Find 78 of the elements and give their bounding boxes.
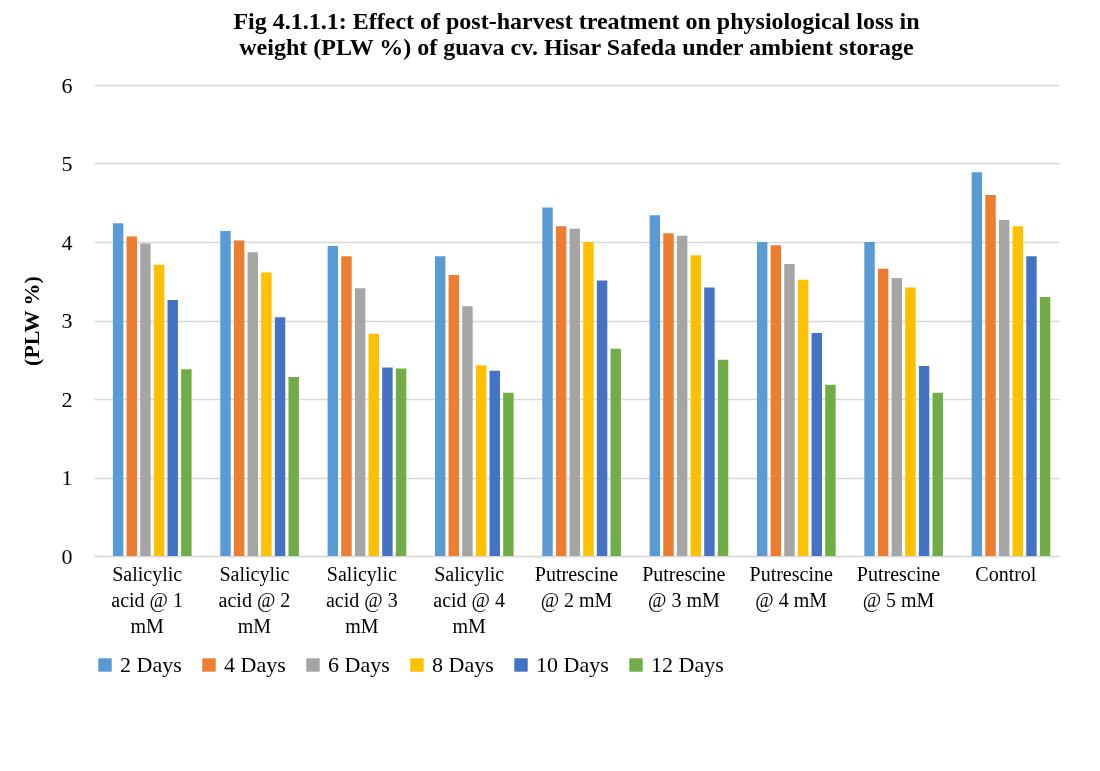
bar [247, 252, 258, 556]
bar [274, 317, 286, 556]
bar [126, 236, 137, 556]
bar [932, 392, 943, 556]
bar [971, 172, 983, 556]
x-tick-label: Putrescine @ 5 mM [856, 562, 941, 612]
bar [676, 235, 688, 556]
bar [569, 228, 581, 556]
y-tick-label: 5 [61, 151, 73, 176]
legend-label: 12 Days [651, 652, 724, 677]
bar [167, 300, 178, 556]
bar [462, 306, 473, 556]
bar [434, 256, 446, 556]
legend-label: 8 Days [432, 652, 494, 677]
bar [998, 220, 1010, 556]
bar [596, 280, 608, 556]
bar [704, 287, 715, 556]
bar [877, 268, 889, 556]
bar [770, 245, 782, 556]
bar [261, 272, 272, 556]
bar [233, 240, 245, 556]
bar [1026, 256, 1037, 556]
bar [354, 288, 366, 556]
x-tick-label: Salicylic acid @ 1 mM [111, 562, 183, 637]
y-tick-label: 2 [61, 386, 73, 412]
bar [811, 333, 822, 556]
x-tick-label: Control [975, 562, 1037, 585]
bar [891, 278, 903, 556]
bar [181, 369, 192, 556]
bar [583, 242, 594, 556]
legend-label: 10 Days [536, 652, 609, 677]
bar [1039, 296, 1051, 556]
bar [153, 264, 165, 556]
x-tick-label: Salicylic acid @ 2 mM [218, 562, 291, 637]
bar [368, 333, 379, 556]
bar [717, 359, 729, 556]
bar [382, 367, 393, 556]
bar [905, 287, 916, 556]
legend-label: 4 Days [224, 652, 286, 677]
bar [918, 366, 930, 556]
bar [864, 242, 875, 556]
y-tick-label: 0 [61, 543, 73, 569]
bar [784, 263, 795, 556]
bar [395, 368, 407, 556]
y-tick-label: 3 [61, 308, 73, 333]
bar [825, 384, 836, 556]
bar [448, 274, 460, 556]
x-tick-label: Putrescine @ 4 mM [749, 562, 833, 612]
bar [555, 226, 567, 556]
bar [797, 279, 809, 556]
legend-label: 2 Days [120, 652, 182, 677]
bar [489, 370, 500, 556]
x-tick-label: Putrescine @ 3 mM [642, 562, 726, 612]
bar [112, 223, 124, 556]
x-tick-label: Salicylic acid @ 3 mM [325, 562, 398, 637]
legend-label: 6 Days [328, 652, 390, 677]
y-axis-title: (PLW %) [18, 276, 44, 366]
bar [503, 392, 514, 556]
bar [1012, 226, 1024, 556]
bar [690, 255, 701, 556]
bar [985, 194, 996, 556]
bar [756, 242, 768, 556]
chart-title: Fig 4.1.1.1: Effect of post-harvest treatment on physiological loss in weight (PLW %) of guava cv. Hisar Safeda under ambient storage [233, 8, 920, 60]
bar [140, 243, 151, 556]
bar [663, 233, 674, 556]
bar [341, 256, 352, 556]
y-tick-label: 6 [61, 72, 73, 98]
x-tick-label: Putrescine @ 2 mM [534, 562, 619, 612]
bar [288, 377, 299, 556]
y-tick-label: 1 [61, 465, 73, 490]
bar [542, 207, 553, 556]
bar [475, 365, 487, 556]
bar [610, 348, 621, 556]
bar [649, 215, 661, 556]
bar [327, 245, 339, 556]
bar [220, 231, 231, 556]
x-tick-label: Salicylic acid @ 4 mM [433, 562, 506, 637]
y-tick-label: 4 [61, 229, 73, 255]
